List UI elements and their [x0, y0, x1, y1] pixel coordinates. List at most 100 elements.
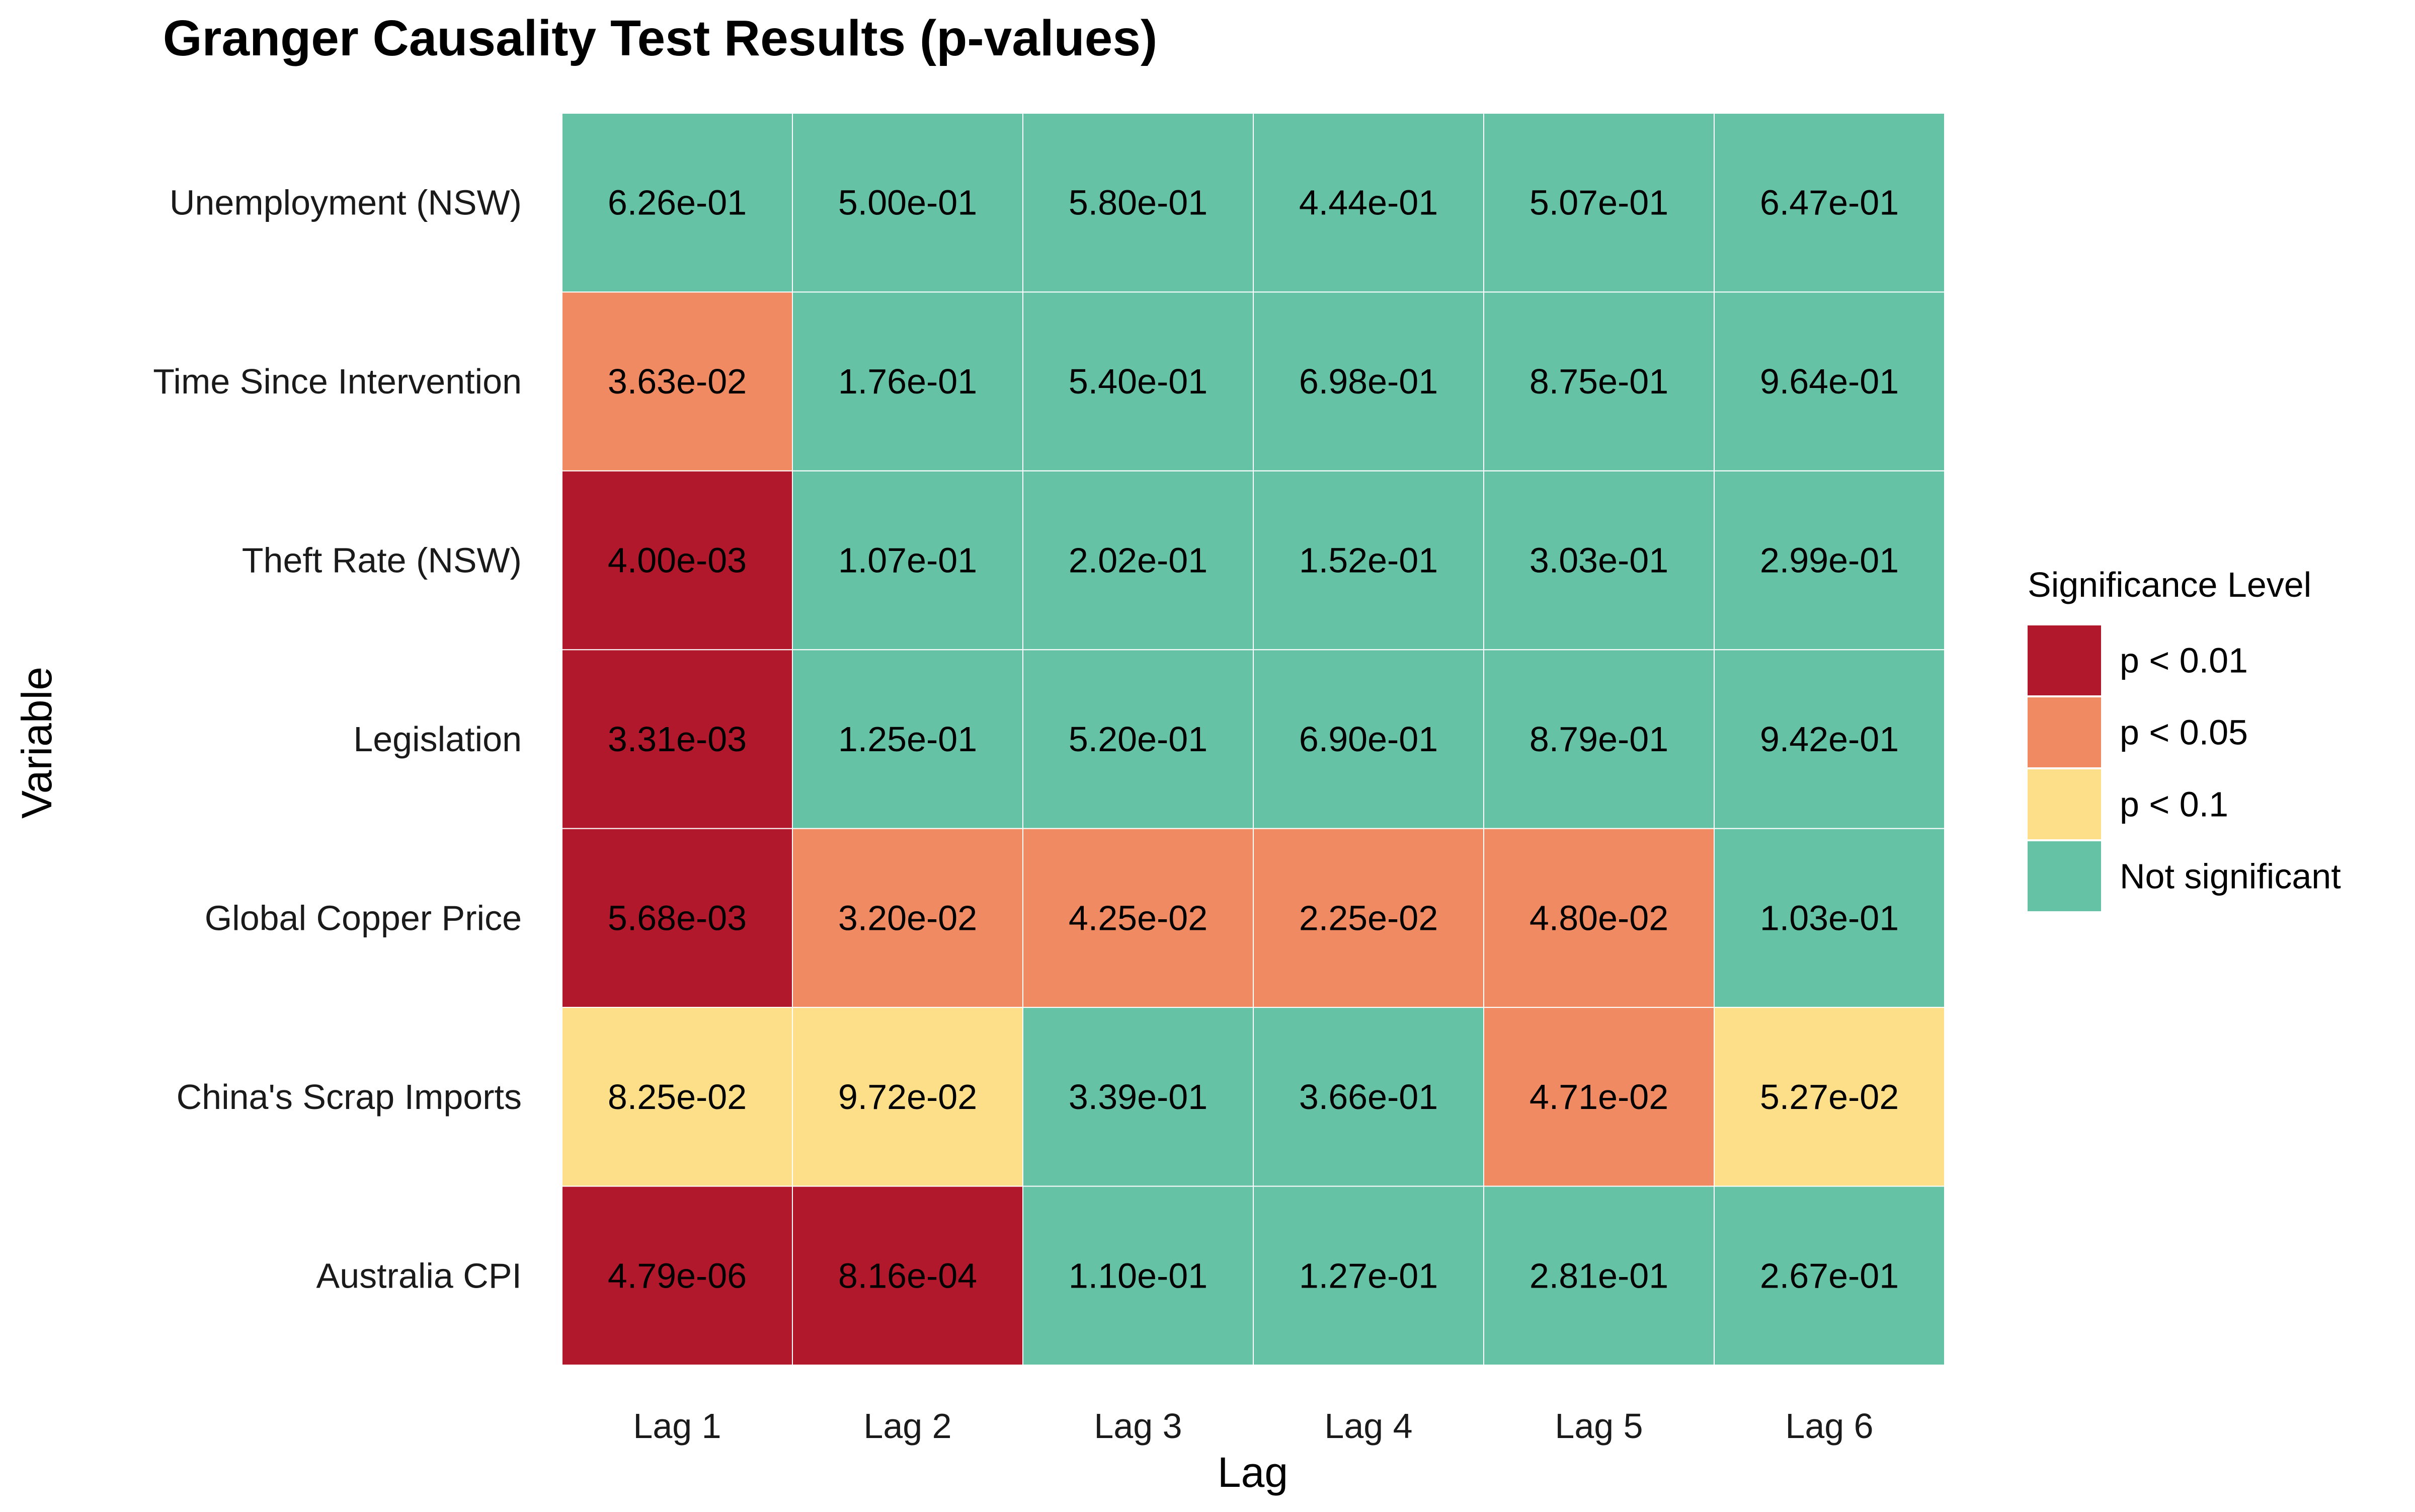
- heatmap-cell-time-since-intervention-lag-4: [1253, 291, 1484, 471]
- heatmap-cell-label: 9.64e-01: [1760, 362, 1899, 401]
- heatmap-cell-china-s-scrap-imports-lag-5: [1483, 1007, 1715, 1187]
- heatmap-cell-label: 4.00e-03: [608, 541, 747, 580]
- heatmap-cell-global-copper-price-lag-3: [1022, 828, 1254, 1008]
- heatmap-cell-label: 6.90e-01: [1299, 720, 1438, 759]
- heatmap-cell-china-s-scrap-imports-lag-6: [1714, 1007, 1945, 1187]
- heatmap-cell-theft-rate-nsw-lag-5: [1483, 470, 1715, 651]
- x-tick-label: Lag 6: [1785, 1406, 1873, 1446]
- heatmap-cell-theft-rate-nsw-lag-2: [792, 470, 1023, 651]
- y-tick-label: Time Since Intervention: [153, 362, 522, 401]
- heatmap-cell-theft-rate-nsw-lag-4: [1253, 470, 1484, 651]
- heatmap-cell-australia-cpi-lag-2: [792, 1185, 1023, 1366]
- heatmap-cell-label: 5.07e-01: [1530, 183, 1668, 222]
- heatmap-cell-label: 3.39e-01: [1069, 1077, 1208, 1117]
- heatmap-cell-label: 1.76e-01: [838, 362, 977, 401]
- heatmap-cell-australia-cpi-lag-3: [1022, 1185, 1254, 1366]
- heatmap-cell-time-since-intervention-lag-1: [561, 291, 793, 471]
- heatmap-cell-unemployment-nsw-lag-2: [792, 113, 1023, 293]
- legend-items: p < 0.01 p < 0.05 p < 0.1 Not significant: [2028, 625, 2341, 911]
- heatmap-cell-label: 5.40e-01: [1069, 362, 1208, 401]
- heatmap-cell-label: 3.20e-02: [838, 898, 977, 937]
- y-tick-label: Global Copper Price: [205, 898, 522, 937]
- heatmap-cell-theft-rate-nsw-lag-3: [1022, 470, 1254, 651]
- heatmap-cell-label: 3.31e-03: [608, 720, 747, 759]
- heatmap-cell-global-copper-price-lag-1: [561, 828, 793, 1008]
- heatmap-cell-label: 8.16e-04: [838, 1256, 977, 1295]
- heatmap-cell-label: 6.98e-01: [1299, 362, 1438, 401]
- heatmap-cell-label: 2.81e-01: [1530, 1256, 1668, 1295]
- x-tick-label: Lag 4: [1324, 1406, 1412, 1446]
- heatmap-cell-global-copper-price-lag-2: [792, 828, 1023, 1008]
- heatmap-cells: [561, 113, 1945, 1366]
- heatmap-cell-unemployment-nsw-lag-1: [561, 113, 793, 293]
- heatmap-cell-label: 8.75e-01: [1530, 362, 1668, 401]
- legend-title: Significance Level: [2028, 565, 2311, 604]
- y-tick-label: China's Scrap Imports: [177, 1077, 522, 1117]
- heatmap-cell-legislation-lag-3: [1022, 649, 1254, 829]
- heatmap-cell-label: 5.27e-02: [1760, 1077, 1899, 1117]
- heatmap-cell-global-copper-price-lag-5: [1483, 828, 1715, 1008]
- heatmap-cell-australia-cpi-lag-5: [1483, 1185, 1715, 1366]
- heatmap-cell-label: 3.63e-02: [608, 362, 747, 401]
- heatmap-cell-time-since-intervention-lag-2: [792, 291, 1023, 471]
- heatmap-cell-label: 1.10e-01: [1069, 1256, 1208, 1295]
- heatmap-cell-theft-rate-nsw-lag-6: [1714, 470, 1945, 651]
- x-axis-tick-labels: Lag 1 Lag 2 Lag 3 Lag 4 Lag 5 Lag 6: [633, 1406, 1873, 1446]
- heatmap-cell-global-copper-price-lag-6: [1714, 828, 1945, 1008]
- y-tick-label: Unemployment (NSW): [170, 183, 522, 222]
- heatmap-cell-global-copper-price-lag-4: [1253, 828, 1484, 1008]
- heatmap-cell-legislation-lag-2: [792, 649, 1023, 829]
- heatmap-cell-label: 8.25e-02: [608, 1077, 747, 1117]
- heatmap-cell-china-s-scrap-imports-lag-4: [1253, 1007, 1484, 1187]
- heatmap-cell-label: 4.44e-01: [1299, 183, 1438, 222]
- heatmap-cell-label: 5.00e-01: [838, 183, 977, 222]
- legend-label: p < 0.05: [2120, 713, 2248, 752]
- heatmap-cell-australia-cpi-lag-1: [561, 1185, 793, 1366]
- x-tick-label: Lag 2: [863, 1406, 951, 1446]
- heatmap-cell-label: 8.79e-01: [1530, 720, 1668, 759]
- heatmap-cell-label: 2.99e-01: [1760, 541, 1899, 580]
- legend-swatch: [2028, 841, 2101, 911]
- heatmap-cell-label: 1.07e-01: [838, 541, 977, 580]
- x-tick-label: Lag 5: [1555, 1406, 1643, 1446]
- heatmap-cell-label: 1.52e-01: [1299, 541, 1438, 580]
- y-tick-label: Legislation: [353, 720, 522, 759]
- legend-label: p < 0.01: [2120, 641, 2248, 680]
- heatmap-cell-legislation-lag-6: [1714, 649, 1945, 829]
- heatmap-cell-label: 1.03e-01: [1760, 898, 1899, 937]
- heatmap-cell-australia-cpi-lag-4: [1253, 1185, 1484, 1366]
- heatmap-cell-label: 1.27e-01: [1299, 1256, 1438, 1295]
- heatmap-cell-label: 9.42e-01: [1760, 720, 1899, 759]
- heatmap-cell-labels: 6.26e-01 5.00e-01 5.80e-01 4.44e-01 5.07e-01…: [608, 183, 1899, 1296]
- heatmap-cell-legislation-lag-1: [561, 649, 793, 829]
- heatmap-cell-label: 5.80e-01: [1069, 183, 1208, 222]
- heatmap-cell-unemployment-nsw-lag-3: [1022, 113, 1254, 293]
- chart-title: Granger Causality Test Results (p-values…: [163, 10, 1158, 66]
- heatmap-cell-unemployment-nsw-lag-5: [1483, 113, 1715, 293]
- heatmap-cell-legislation-lag-4: [1253, 649, 1484, 829]
- y-tick-label: Theft Rate (NSW): [242, 541, 522, 580]
- heatmap-cell-label: 2.25e-02: [1299, 898, 1438, 937]
- y-tick-label: Australia CPI: [316, 1256, 522, 1295]
- legend-swatch: [2028, 769, 2101, 839]
- heatmap-cell-label: 4.80e-02: [1530, 898, 1668, 937]
- legend-swatch: [2028, 625, 2101, 695]
- heatmap-cell-label: 9.72e-02: [838, 1077, 977, 1117]
- heatmap-cell-legislation-lag-5: [1483, 649, 1715, 829]
- legend-swatch: [2028, 697, 2101, 767]
- heatmap-cell-theft-rate-nsw-lag-1: [561, 470, 793, 651]
- heatmap-cell-label: 5.68e-03: [608, 898, 747, 937]
- legend-label: p < 0.1: [2120, 785, 2228, 824]
- heatmap-cell-label: 2.67e-01: [1760, 1256, 1899, 1295]
- heatmap-cell-australia-cpi-lag-6: [1714, 1185, 1945, 1366]
- heatmap-cell-label: 4.79e-06: [608, 1256, 747, 1295]
- y-axis-title: Variable: [13, 667, 60, 819]
- heatmap-cell-label: 4.25e-02: [1069, 898, 1208, 937]
- heatmap-cell-label: 5.20e-01: [1069, 720, 1208, 759]
- heatmap-cell-label: 1.25e-01: [838, 720, 977, 759]
- x-tick-label: Lag 3: [1094, 1406, 1182, 1446]
- legend-label: Not significant: [2120, 857, 2341, 896]
- x-axis-title: Lag: [1218, 1449, 1288, 1496]
